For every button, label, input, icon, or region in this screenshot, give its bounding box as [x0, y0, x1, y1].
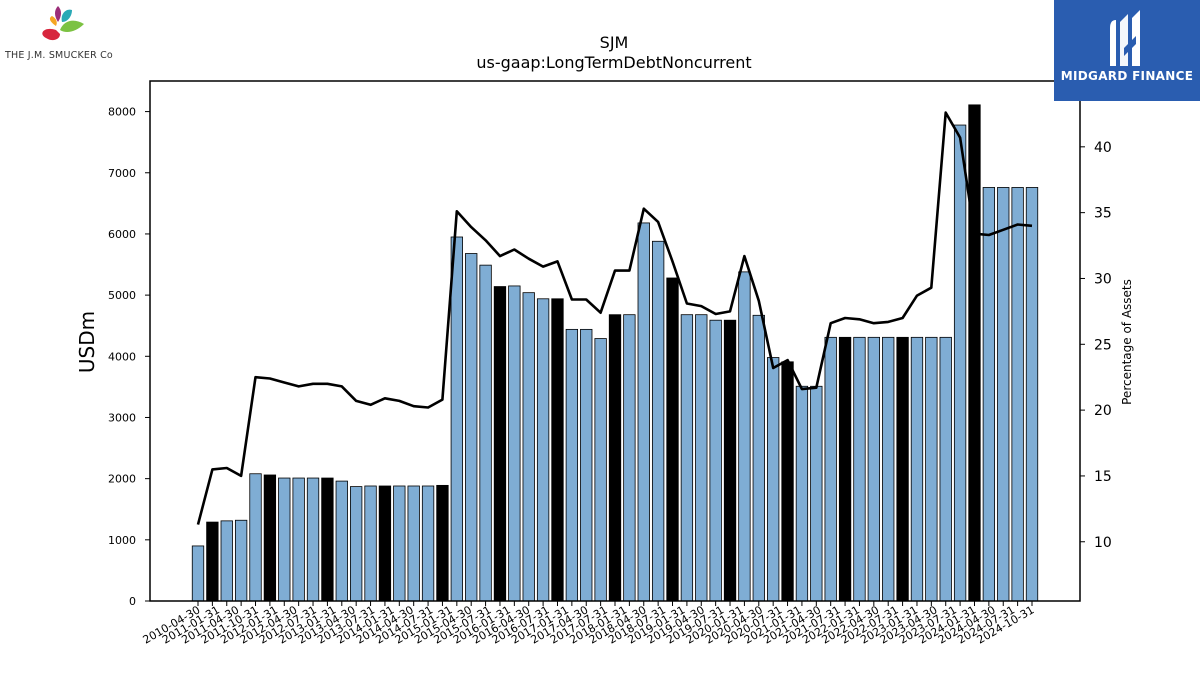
- bar-2010-10-31: [220, 520, 233, 602]
- smucker-logo: THE J.M. SMUCKER Co: [0, 0, 130, 70]
- bar-2018-10-31: [680, 314, 694, 602]
- y-tick-label: 2000: [108, 473, 136, 486]
- bar-2021-04-30: [824, 336, 837, 602]
- bar-2021-07-31: [838, 336, 852, 602]
- bar-2021-01-31: [810, 385, 823, 602]
- bar-2016-04-30: [536, 298, 550, 602]
- bar-2018-07-31: [666, 277, 679, 602]
- bar-2013-07-31: [378, 485, 392, 602]
- bar-2019-04-30: [709, 319, 722, 602]
- pct-line-group: [196, 111, 1033, 525]
- bar-2017-10-31: [623, 314, 636, 602]
- bar-2012-07-31: [321, 477, 334, 602]
- bar-2011-01-31: [234, 519, 248, 602]
- bar-2023-01-31: [925, 336, 938, 602]
- bar-2024-04-30: [997, 187, 1010, 602]
- y2-tick-label: 35: [1094, 206, 1112, 222]
- bar-2017-07-31: [608, 314, 622, 602]
- bar-2024-10-31: [1025, 187, 1039, 602]
- y2-axis-label: Percentage of Assets: [1120, 279, 1134, 405]
- pct-of-assets-line: [196, 111, 1033, 525]
- bar-2012-04-30: [306, 477, 320, 602]
- bar-2017-01-31: [580, 328, 593, 602]
- bar-2016-01-31: [522, 292, 535, 602]
- bar-2022-04-30: [882, 336, 895, 602]
- bar-2014-07-31: [436, 484, 449, 602]
- bar-2012-10-31: [335, 480, 348, 602]
- bar-2020-10-31: [795, 385, 809, 602]
- y-tick-label: 6000: [108, 228, 136, 241]
- bar-2022-07-31: [896, 336, 909, 602]
- bar-2017-04-30: [594, 338, 607, 602]
- bar-2019-01-31: [695, 314, 708, 602]
- bar-2023-07-31: [953, 124, 967, 602]
- midgard-finance-logo: MIDGARD FINANCE: [1054, 0, 1200, 101]
- bar-2014-04-30: [421, 485, 435, 602]
- fruit-icon: [42, 6, 84, 41]
- midgard-m-icon: [1110, 10, 1140, 66]
- bar-2011-04-30: [249, 473, 262, 602]
- bar-2011-10-31: [278, 477, 291, 602]
- y-tick-label: 0: [129, 595, 136, 608]
- y2-tick-label: 40: [1094, 140, 1112, 156]
- chart-title: SJM: [600, 33, 629, 52]
- y-tick-label: 7000: [108, 167, 136, 180]
- bar-2015-01-31: [465, 253, 478, 602]
- bar-2020-04-30: [767, 357, 780, 602]
- bars-group: [191, 104, 1039, 602]
- bar-2010-07-31: [206, 521, 219, 602]
- bar-2013-10-31: [393, 485, 406, 602]
- bar-2010-04-30: [191, 545, 205, 602]
- y2-tick-label: 25: [1094, 337, 1112, 353]
- bar-2015-10-31: [508, 285, 521, 602]
- y-tick-label: 1000: [108, 534, 136, 547]
- y-tick-label: 5000: [108, 289, 136, 302]
- y2-tick-label: 30: [1094, 271, 1112, 287]
- bar-2011-07-31: [263, 474, 277, 602]
- bar-2019-07-31: [723, 319, 737, 602]
- bar-2015-04-30: [479, 264, 492, 602]
- bar-2015-07-31: [493, 286, 507, 602]
- bar-2016-07-31: [551, 298, 564, 602]
- smucker-logo-text: THE J.M. SMUCKER Co: [5, 50, 113, 61]
- bar-2014-10-31: [450, 236, 463, 602]
- bar-2018-01-31: [637, 222, 650, 602]
- bar-2014-01-31: [407, 485, 420, 602]
- bar-2020-07-31: [781, 361, 794, 602]
- midgard-logo-text: MIDGARD FINANCE: [1060, 69, 1194, 83]
- bar-2024-01-31: [982, 187, 996, 602]
- chart-subtitle: us-gaap:LongTermDebtNoncurrent: [476, 53, 751, 72]
- bar-2013-01-31: [350, 486, 363, 602]
- bar-2020-01-31: [752, 314, 765, 602]
- bar-2024-07-31: [1011, 187, 1024, 602]
- axes-group: 0 1000 2000 3000 4000 5000 6000 7000 8000 10 15 20 2…: [108, 80, 1112, 647]
- y-tick-label: 8000: [108, 106, 136, 119]
- bar-2021-10-31: [853, 336, 866, 602]
- y-tick-label: 4000: [108, 350, 136, 363]
- bar-2019-10-31: [738, 271, 751, 602]
- bar-2012-01-31: [292, 477, 305, 602]
- bar-2023-10-31: [968, 104, 981, 602]
- y-tick-label: 3000: [108, 411, 136, 424]
- y2-tick-label: 20: [1094, 403, 1112, 419]
- bar-2022-10-31: [910, 336, 924, 602]
- bar-2016-10-31: [565, 328, 579, 602]
- bar-2013-04-30: [364, 485, 377, 602]
- bar-2018-04-30: [651, 240, 665, 602]
- bar-2023-04-30: [939, 336, 952, 602]
- bar-2022-01-31: [867, 336, 880, 602]
- y2-tick-label: 10: [1094, 535, 1112, 551]
- y2-tick-label: 15: [1094, 469, 1112, 485]
- y-axis-label: USDm: [75, 311, 99, 373]
